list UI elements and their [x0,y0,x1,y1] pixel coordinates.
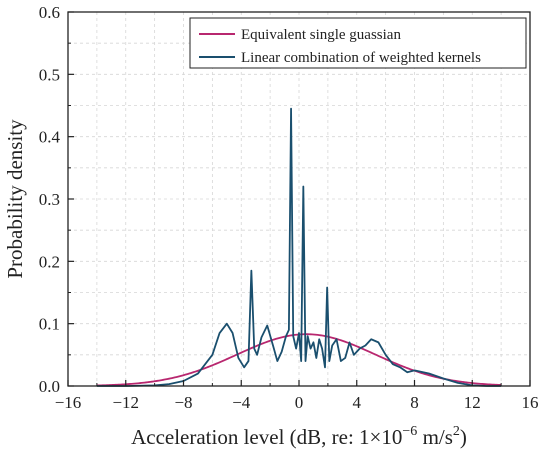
x-tick-label: −16 [55,393,82,412]
legend-label-kernels: Linear combination of weighted kernels [241,50,481,66]
x-tick-label: 16 [522,393,539,412]
x-tick-label: −4 [232,393,251,412]
x-axis-title-unit: m/s [417,425,453,449]
x-tick-label: −12 [112,393,139,412]
y-tick-label: 0.2 [39,252,60,271]
x-axis-title-main: Acceleration level (dB, re: 1×10 [131,425,402,449]
y-axis-title: Probability density [3,119,27,279]
legend-label-gaussian: Equivalent single guassian [241,27,401,43]
x-axis-title-unit-exponent: 2 [453,424,460,439]
legend: Equivalent single guassian Linear combin… [189,17,527,69]
x-axis-title-exponent: −6 [402,424,417,439]
x-tick-label: −8 [174,393,192,412]
plot-series [96,107,502,387]
y-tick-label: 0.5 [39,65,60,84]
x-axis-title: Acceleration level (dB, re: 1×10−6 m/s2) [131,424,467,449]
y-tick-label: 0.1 [39,315,60,334]
y-tick-label: 0.4 [39,128,61,147]
y-tick-label: 0.0 [39,377,60,396]
x-tick-label: 12 [464,393,481,412]
x-tick-label: 8 [410,393,419,412]
x-axis-title-close: ) [460,425,467,449]
series-line-kernels [96,107,502,387]
legend-box [189,17,527,69]
x-tick-label: 4 [353,393,362,412]
grid [68,12,530,386]
x-tick-label: 0 [295,393,304,412]
axis-ticks: −16 −12 −8 −4 0 4 8 12 16 0.0 0.1 0.2 0.3 0.4 0.5 0.6 [39,3,539,412]
y-tick-label: 0.6 [39,3,60,22]
y-tick-label: 0.3 [39,190,60,209]
